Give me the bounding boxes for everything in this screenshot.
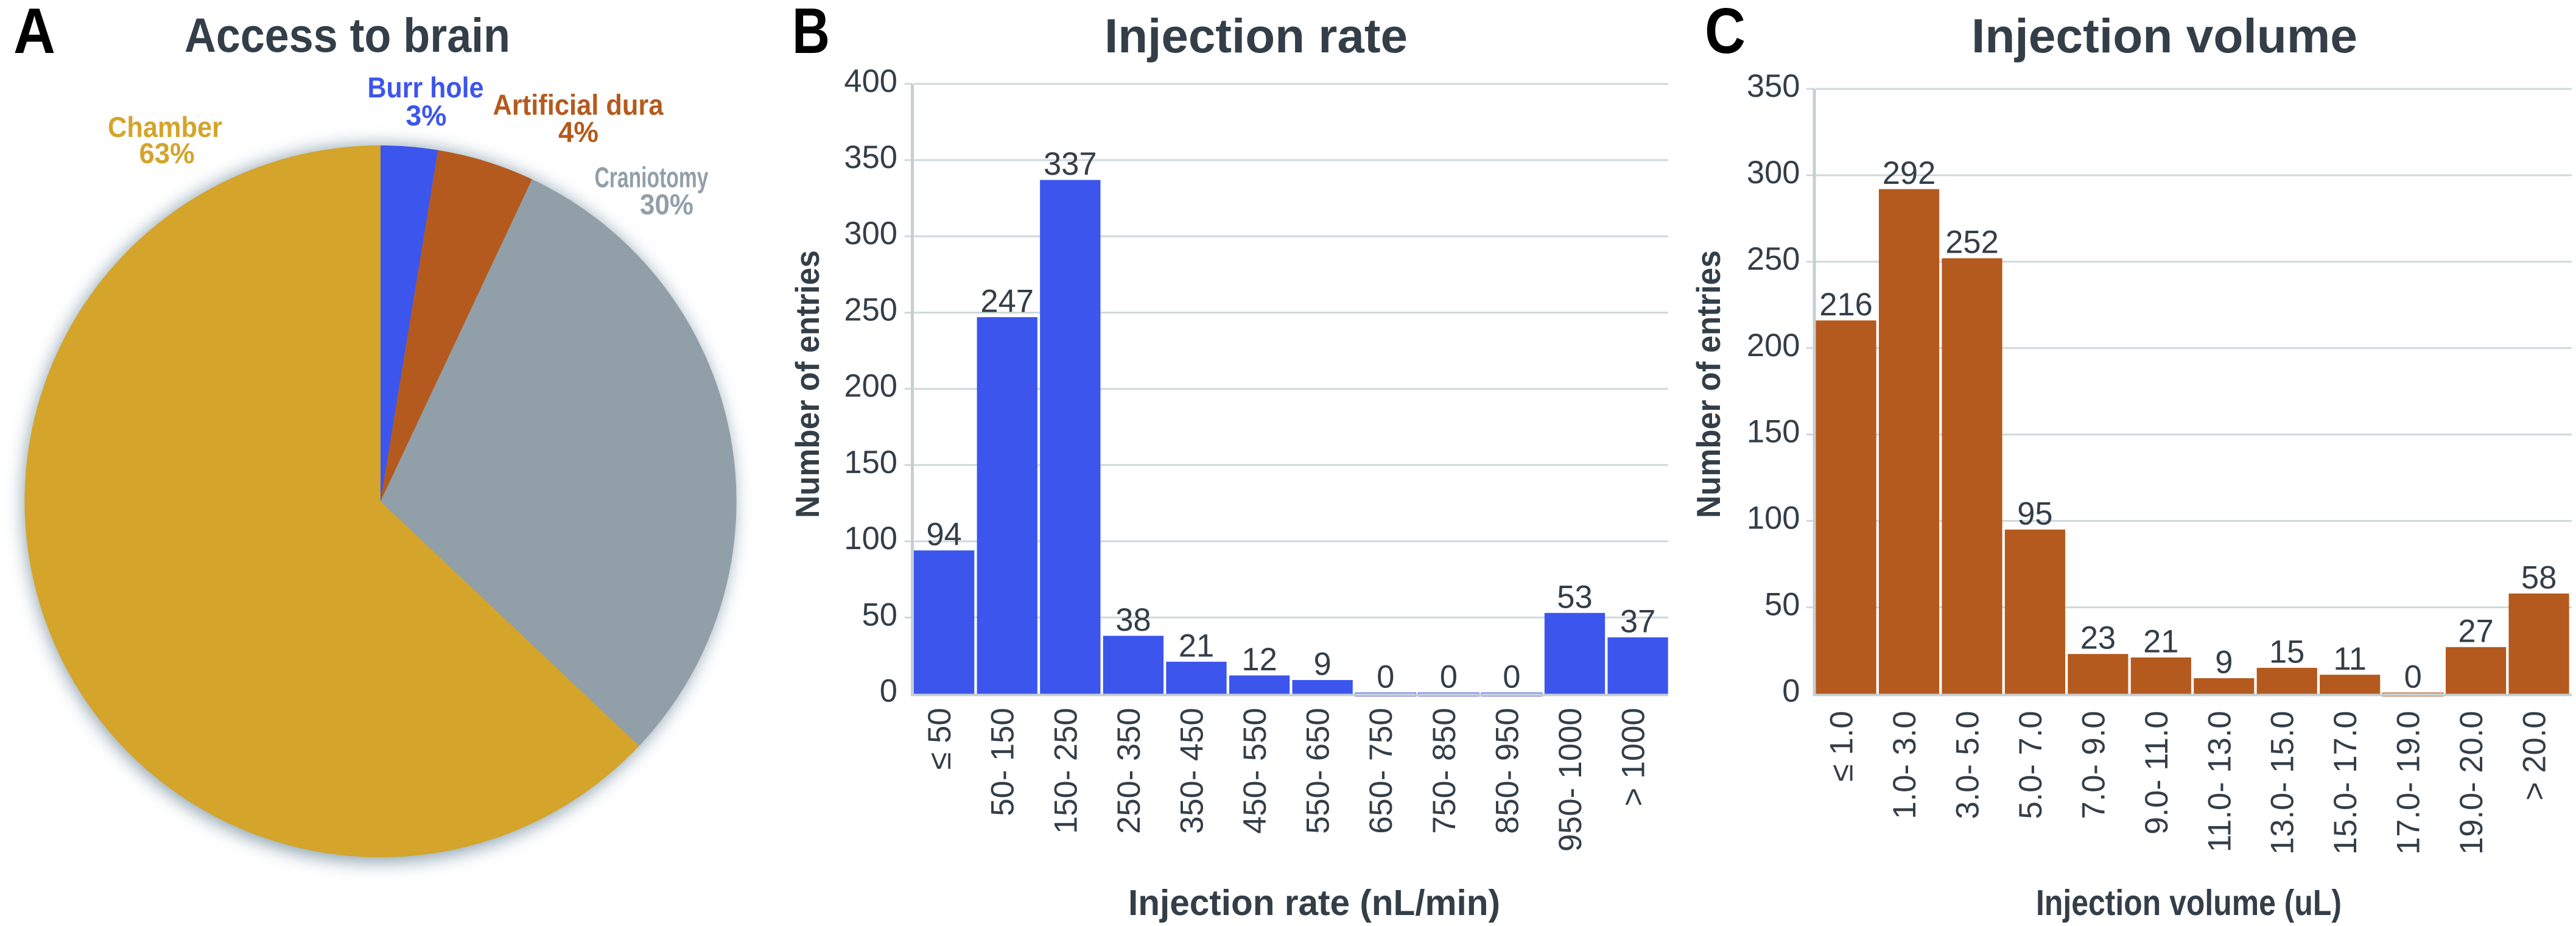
svg-text:B: B [792,0,830,67]
svg-text:0: 0 [2404,659,2422,695]
svg-text:17.0- 19.0: 17.0- 19.0 [2391,711,2427,855]
svg-text:250- 350: 250- 350 [1111,708,1147,834]
svg-text:0: 0 [880,673,897,709]
svg-text:> 1000: > 1000 [1616,708,1652,807]
svg-text:350: 350 [1747,68,1800,104]
svg-text:550- 650: 550- 650 [1300,708,1336,834]
svg-text:37: 37 [1620,603,1655,639]
svg-text:Access to brain: Access to brain [184,8,510,62]
svg-text:400: 400 [844,63,897,99]
svg-text:950- 1000: 950- 1000 [1553,708,1588,852]
svg-text:19.0- 20.0: 19.0- 20.0 [2454,711,2490,855]
svg-text:Number of entries: Number of entries [1690,250,1727,518]
svg-text:292: 292 [1883,155,1936,191]
svg-text:350: 350 [844,139,897,175]
svg-text:150- 250: 150- 250 [1048,708,1084,834]
svg-text:12: 12 [1241,642,1277,678]
svg-text:23: 23 [2080,620,2116,656]
svg-text:850- 950: 850- 950 [1489,708,1525,834]
svg-text:0: 0 [1503,659,1520,695]
svg-text:300: 300 [844,216,897,251]
svg-text:150: 150 [1747,414,1800,450]
svg-text:27: 27 [2458,613,2493,649]
svg-text:11: 11 [2333,641,2367,677]
svg-text:1.0- 3.0: 1.0- 3.0 [1887,711,1923,819]
svg-text:4%: 4% [558,116,598,149]
svg-text:15.0- 17.0: 15.0- 17.0 [2328,711,2364,855]
svg-text:0: 0 [1782,673,1800,709]
svg-text:Artificial dura: Artificial dura [493,89,664,122]
svg-text:> 20.0: > 20.0 [2517,711,2553,801]
svg-text:15: 15 [2269,634,2304,670]
svg-text:150: 150 [844,444,897,480]
svg-text:≤ 1.0: ≤ 1.0 [1824,711,1860,782]
svg-text:9: 9 [2215,645,2233,681]
svg-text:750- 850: 750- 850 [1427,708,1462,834]
svg-text:50: 50 [1764,587,1800,623]
svg-text:≤ 50: ≤ 50 [922,708,958,770]
svg-text:13.0- 15.0: 13.0- 15.0 [2265,711,2301,855]
svg-text:30%: 30% [640,189,693,221]
svg-text:0: 0 [1377,659,1394,695]
svg-text:38: 38 [1115,602,1151,638]
svg-text:Injection volume: Injection volume [1971,9,2357,63]
svg-text:50- 150: 50- 150 [985,708,1021,816]
svg-text:450- 550: 450- 550 [1237,708,1273,834]
svg-text:337: 337 [1044,146,1097,182]
svg-text:5.0- 7.0: 5.0- 7.0 [2013,711,2049,819]
svg-text:53: 53 [1557,579,1592,615]
svg-text:58: 58 [2521,559,2557,595]
svg-text:50: 50 [862,597,897,633]
svg-text:0: 0 [1440,659,1458,695]
svg-text:21: 21 [2143,623,2178,659]
svg-text:200: 200 [1747,328,1800,363]
svg-text:350- 450: 350- 450 [1174,708,1210,834]
svg-text:3.0- 5.0: 3.0- 5.0 [1950,711,1986,819]
svg-text:Chamber: Chamber [108,111,222,144]
svg-text:C: C [1705,0,1746,67]
svg-text:A: A [13,0,55,67]
svg-text:650- 750: 650- 750 [1363,708,1399,834]
svg-text:250: 250 [844,292,897,328]
svg-text:63%: 63% [139,138,195,170]
svg-text:100: 100 [844,521,897,556]
svg-text:Number of entries: Number of entries [788,250,826,518]
svg-text:95: 95 [2017,496,2052,531]
svg-text:Injection rate: Injection rate [1104,9,1408,63]
svg-text:252: 252 [1945,225,1999,261]
svg-text:250: 250 [1747,241,1800,277]
svg-text:Burr hole: Burr hole [368,72,484,104]
svg-text:9.0- 11.0: 9.0- 11.0 [2139,711,2175,835]
svg-text:247: 247 [980,284,1034,320]
svg-text:216: 216 [1819,287,1873,323]
svg-text:11.0- 13.0: 11.0- 13.0 [2202,711,2237,853]
svg-text:7.0- 9.0: 7.0- 9.0 [2076,711,2111,819]
svg-text:3%: 3% [406,100,447,132]
svg-text:94: 94 [926,517,961,553]
svg-text:Craniotomy: Craniotomy [595,162,709,194]
svg-text:300: 300 [1747,155,1800,191]
svg-text:Injection volume (uL): Injection volume (uL) [2036,883,2342,923]
svg-text:100: 100 [1747,500,1800,536]
svg-text:9: 9 [1313,647,1331,682]
svg-text:200: 200 [844,368,897,404]
svg-text:21: 21 [1179,628,1214,664]
svg-text:Injection rate (nL/min): Injection rate (nL/min) [1128,883,1500,923]
